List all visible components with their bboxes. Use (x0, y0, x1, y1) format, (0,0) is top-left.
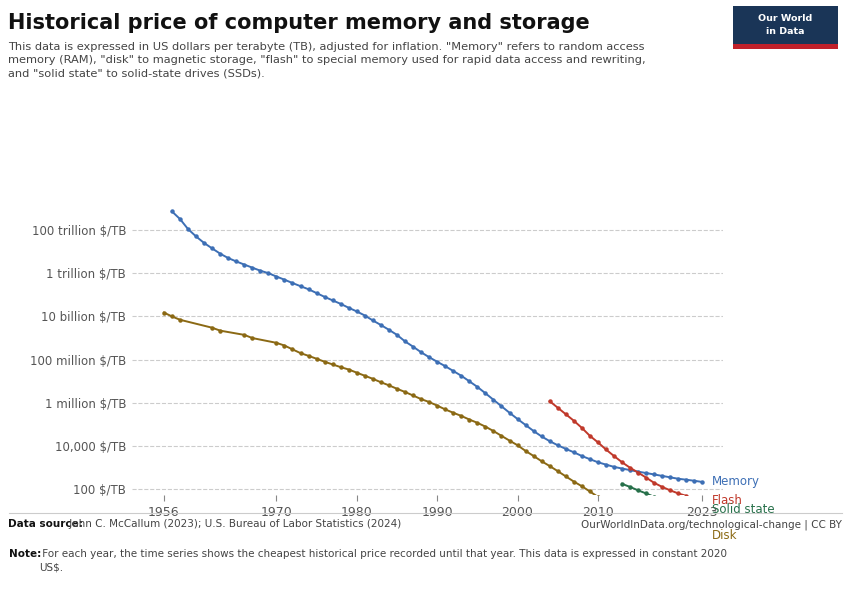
Text: Memory: Memory (712, 475, 760, 488)
Text: in Data: in Data (766, 26, 805, 35)
Text: Solid state: Solid state (712, 503, 774, 516)
Text: Disk: Disk (712, 529, 738, 542)
Text: John C. McCallum (2023); U.S. Bureau of Labor Statistics (2024): John C. McCallum (2023); U.S. Bureau of … (66, 519, 401, 529)
Text: For each year, the time series shows the cheapest historical price recorded unti: For each year, the time series shows the… (39, 549, 727, 572)
Text: This data is expressed in US dollars per terabyte (TB), adjusted for inflation. : This data is expressed in US dollars per… (8, 42, 646, 79)
Text: Our World: Our World (758, 14, 813, 23)
Text: Flash: Flash (712, 494, 743, 506)
Text: Note:: Note: (8, 549, 41, 559)
Text: Data source:: Data source: (8, 519, 83, 529)
Text: OurWorldInData.org/technological-change | CC BY: OurWorldInData.org/technological-change … (581, 519, 842, 529)
Bar (733, 44, 838, 49)
Text: Historical price of computer memory and storage: Historical price of computer memory and … (8, 13, 590, 33)
